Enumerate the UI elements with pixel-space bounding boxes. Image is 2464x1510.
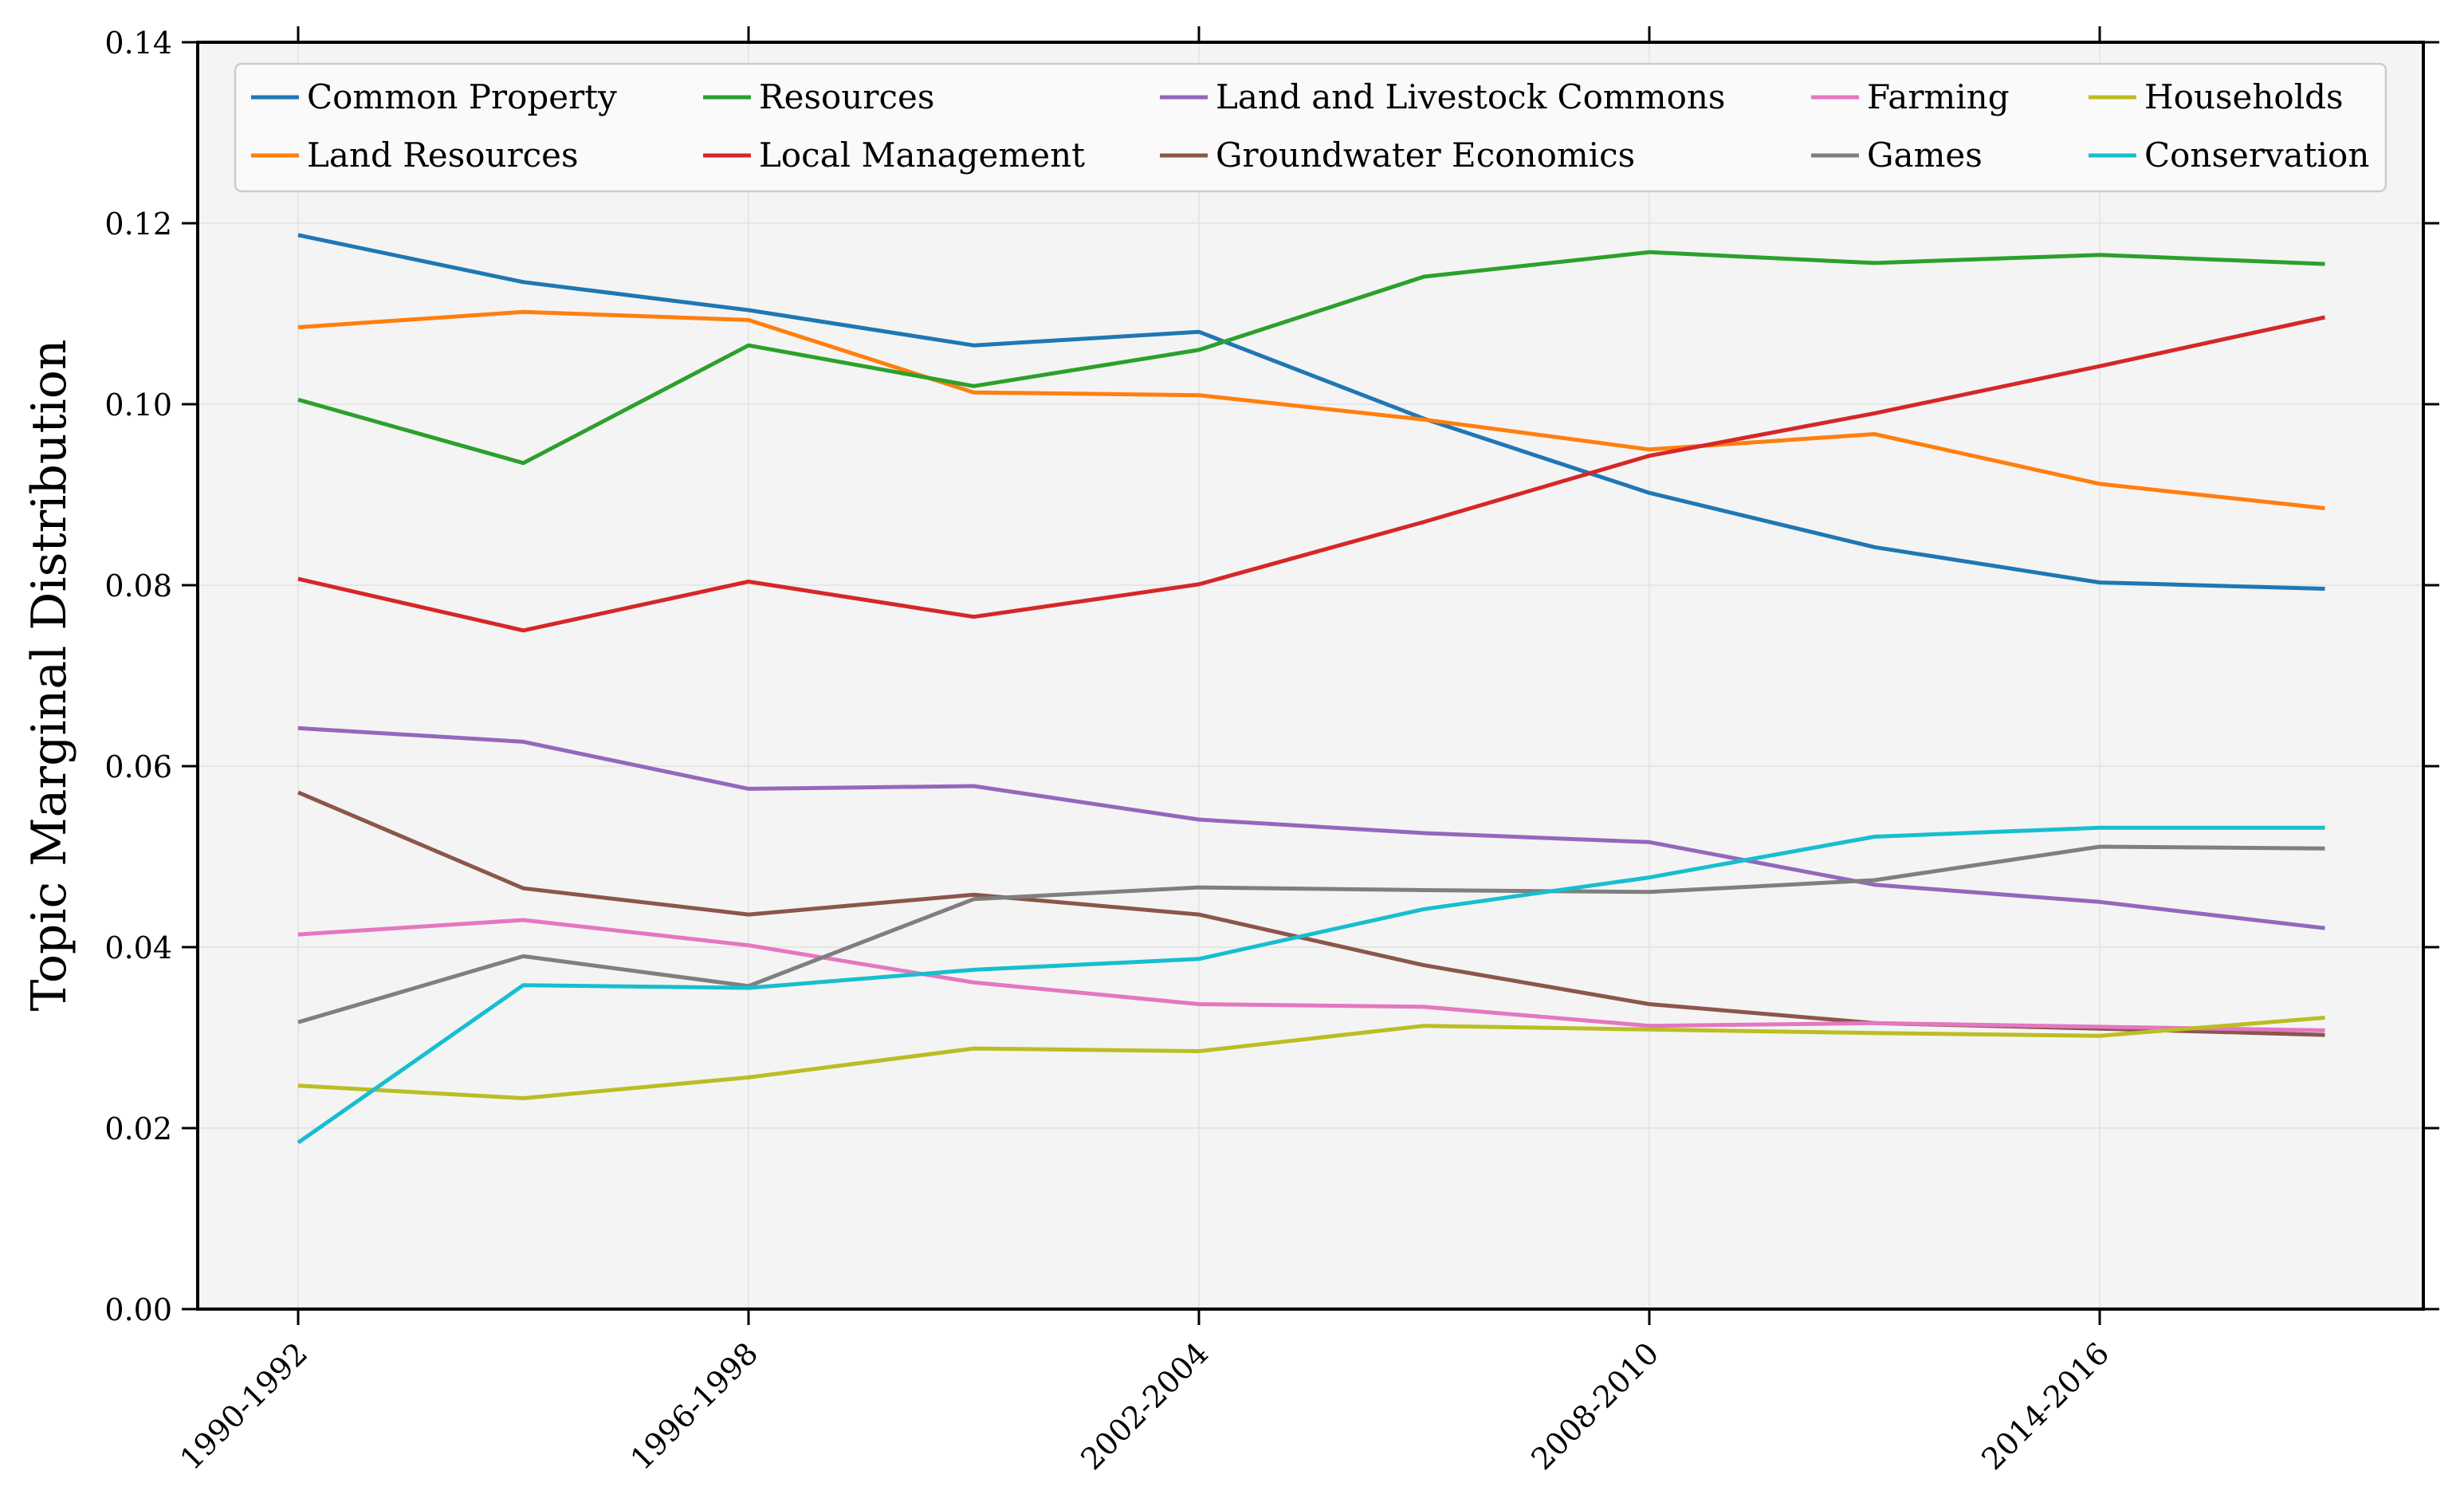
legend: Common Property Land Resources Resources Lo… [234,62,2387,193]
x-tick-label: 1996-1998 [623,1335,764,1477]
x-tick-label: 2008-2010 [1524,1335,1665,1477]
series-line-3 [297,315,2326,633]
legend-label-9: Conservation [2144,136,2369,175]
series-line-8 [297,1016,2325,1100]
y-tick-label: 0.02 [104,1111,172,1146]
legend-label-0: Common Property [307,77,617,116]
y-axis-label: Topic Marginal Distribution [22,339,77,1011]
series-lines [297,233,2326,1145]
legend-label-2: Resources [759,77,934,116]
legend-label-7: Games [1867,136,1983,175]
series-line-7 [297,844,2325,1024]
legend-label-3: Local Management [759,136,1085,175]
y-tick-label: 0.00 [104,1292,172,1327]
y-tick-label: 0.14 [104,26,172,61]
x-tick-label: 2014-2016 [1975,1335,2116,1477]
series-line-6 [297,918,2325,1032]
legend-label-6: Farming [1867,77,2010,116]
x-tick-label: 2002-2004 [1074,1335,1215,1477]
series-line-4 [297,726,2325,930]
series-line-2 [297,250,2325,466]
y-tick-label: 0.10 [104,387,172,423]
x-tick-label: 1990-1992 [173,1335,314,1477]
legend-label-4: Land and Livestock Commons [1216,77,1725,116]
legend-label-5: Groundwater Economics [1216,136,1635,175]
legend-label-8: Households [2144,77,2344,116]
y-tick-label: 0.04 [104,930,172,965]
plot-background [198,42,2423,1309]
y-tick-label: 0.06 [104,749,172,784]
y-tick-label: 0.08 [104,568,172,604]
series-line-0 [297,233,2325,591]
series-line-9 [297,825,2325,1145]
series-line-1 [297,309,2325,510]
plot-frame [196,41,2425,1311]
legend-label-1: Land Resources [307,136,579,175]
y-tick-label: 0.12 [104,206,172,242]
